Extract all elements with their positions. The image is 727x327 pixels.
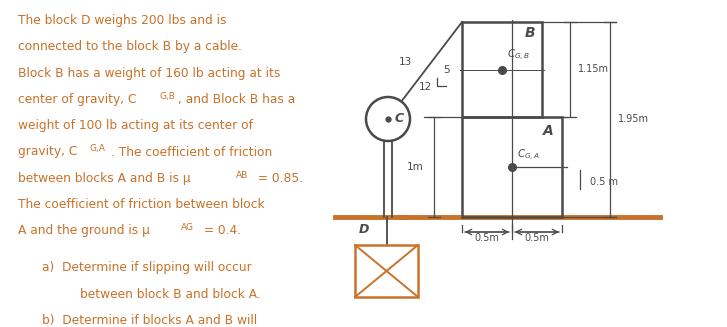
Text: A and the ground is μ: A and the ground is μ — [18, 224, 150, 237]
Text: $C_{G,B}$: $C_{G,B}$ — [507, 48, 530, 63]
Text: gravity, C: gravity, C — [18, 146, 77, 159]
Text: 1.15m: 1.15m — [578, 64, 609, 75]
Text: 5: 5 — [443, 65, 449, 75]
Text: 1.95m: 1.95m — [618, 114, 649, 125]
Text: $C_{G,A}$: $C_{G,A}$ — [517, 148, 540, 163]
Text: = 0.85.: = 0.85. — [254, 172, 302, 185]
Text: between block B and block A.: between block B and block A. — [80, 287, 261, 301]
Text: = 0.4.: = 0.4. — [199, 224, 241, 237]
Text: A: A — [543, 124, 554, 138]
Bar — [355, 245, 418, 297]
Text: G,B: G,B — [159, 92, 175, 101]
Text: 0.5 m: 0.5 m — [590, 177, 618, 187]
Text: weight of 100 lb acting at its center of: weight of 100 lb acting at its center of — [18, 119, 253, 132]
Text: AB: AB — [236, 171, 248, 180]
Text: , and Block B has a: , and Block B has a — [178, 93, 295, 106]
Text: G,A: G,A — [89, 145, 105, 153]
Bar — [462, 22, 542, 117]
Text: a)  Determine if slipping will occur: a) Determine if slipping will occur — [42, 261, 252, 274]
Text: The coefficient of friction between block: The coefficient of friction between bloc… — [18, 198, 265, 211]
Text: connected to the block B by a cable.: connected to the block B by a cable. — [18, 40, 242, 53]
Text: D: D — [359, 223, 369, 236]
Text: Block B has a weight of 160 lb acting at its: Block B has a weight of 160 lb acting at… — [18, 67, 281, 79]
Text: 0.5m: 0.5m — [525, 233, 550, 243]
Text: . The coefficient of friction: . The coefficient of friction — [111, 146, 272, 159]
Bar — [462, 117, 562, 217]
Text: 0.5m: 0.5m — [475, 233, 499, 243]
Text: 1m: 1m — [407, 162, 424, 172]
Text: AG: AG — [180, 223, 193, 232]
Text: The block D weighs 200 lbs and is: The block D weighs 200 lbs and is — [18, 14, 227, 27]
Text: C: C — [395, 112, 404, 126]
Text: 12: 12 — [418, 82, 432, 92]
Text: 13: 13 — [398, 57, 411, 67]
Text: center of gravity, C: center of gravity, C — [18, 93, 137, 106]
Text: B: B — [524, 26, 535, 40]
Text: b)  Determine if blocks A and B will: b) Determine if blocks A and B will — [42, 314, 257, 327]
Text: between blocks A and B is μ: between blocks A and B is μ — [18, 172, 190, 185]
